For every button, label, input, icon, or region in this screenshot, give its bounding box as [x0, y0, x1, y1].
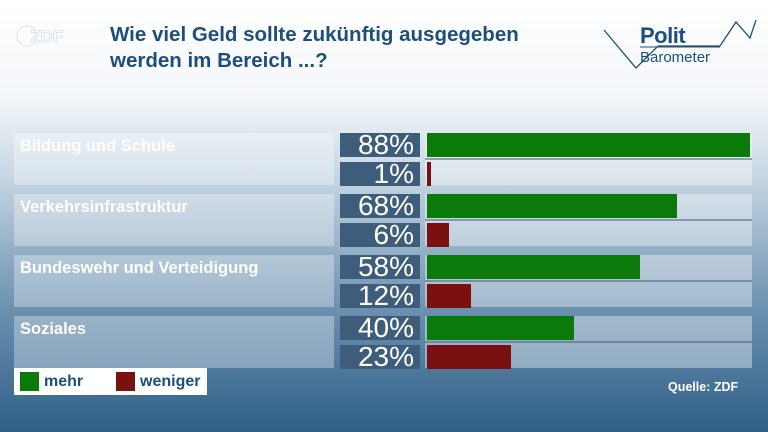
row-separator: [425, 280, 752, 282]
politbarometer-logo-graphic: [603, 19, 757, 69]
bar-weniger: [427, 162, 431, 186]
label-panel: [14, 255, 334, 307]
value-label: 23%: [357, 341, 414, 372]
category-label: Verkehrsinfrastruktur: [20, 198, 188, 216]
label-panel: [14, 194, 334, 246]
value-label: 12%: [357, 280, 414, 311]
value-label: 58%: [357, 251, 414, 282]
label-panel: [14, 316, 334, 368]
row-background: [14, 194, 752, 246]
value-label-box: 1%: [340, 158, 420, 189]
value-label: 40%: [357, 312, 414, 343]
bar-mehr: [427, 255, 640, 279]
svg-text:ZDF: ZDF: [30, 27, 63, 46]
legend: mehr weniger: [14, 368, 207, 395]
value-label-box: 88%: [340, 129, 420, 160]
legend-label-weniger: weniger: [140, 373, 201, 390]
chart-title: Wie viel Geld sollte zukünftig ausgegebe…: [110, 22, 580, 74]
legend-swatch-weniger: [116, 372, 135, 391]
bar-mehr: [427, 133, 750, 157]
bar-weniger: [427, 223, 450, 247]
value-label: 68%: [357, 190, 414, 221]
category-label: Bundeswehr und Verteidigung: [20, 259, 259, 277]
row-separator: [425, 158, 752, 160]
source-note: Quelle: ZDF: [668, 380, 739, 394]
category-label: Bildung und Schule: [20, 137, 175, 155]
value-label-box: 58%: [340, 251, 420, 282]
bar-mehr: [427, 316, 574, 340]
bar-weniger: [427, 284, 472, 308]
brand-line-1: Polit: [640, 23, 686, 48]
title-line-2: werden im Bereich ...?: [110, 49, 328, 72]
legend-swatch-mehr: [20, 372, 39, 391]
value-label-box: 40%: [340, 312, 420, 343]
value-label-box: 68%: [340, 190, 420, 221]
value-label: 88%: [357, 129, 414, 160]
row-separator: [425, 341, 752, 343]
value-label: 1%: [373, 158, 414, 189]
legend-label-mehr: mehr: [44, 373, 84, 390]
title-line-1: Wie viel Geld sollte zukünftig ausgegebe…: [110, 23, 519, 46]
label-panel: [14, 133, 334, 185]
brand-line-2: Barometer: [640, 49, 711, 66]
zdf-logo: ZDF: [16, 25, 63, 47]
row-separator: [425, 219, 752, 221]
category-label: Soziales: [20, 320, 87, 338]
value-label: 6%: [373, 219, 414, 250]
bar-weniger: [427, 345, 512, 369]
bar-mehr: [427, 194, 677, 218]
value-label-box: 6%: [340, 219, 420, 250]
value-label-box: 12%: [340, 280, 420, 311]
value-label-box: 23%: [340, 341, 420, 372]
